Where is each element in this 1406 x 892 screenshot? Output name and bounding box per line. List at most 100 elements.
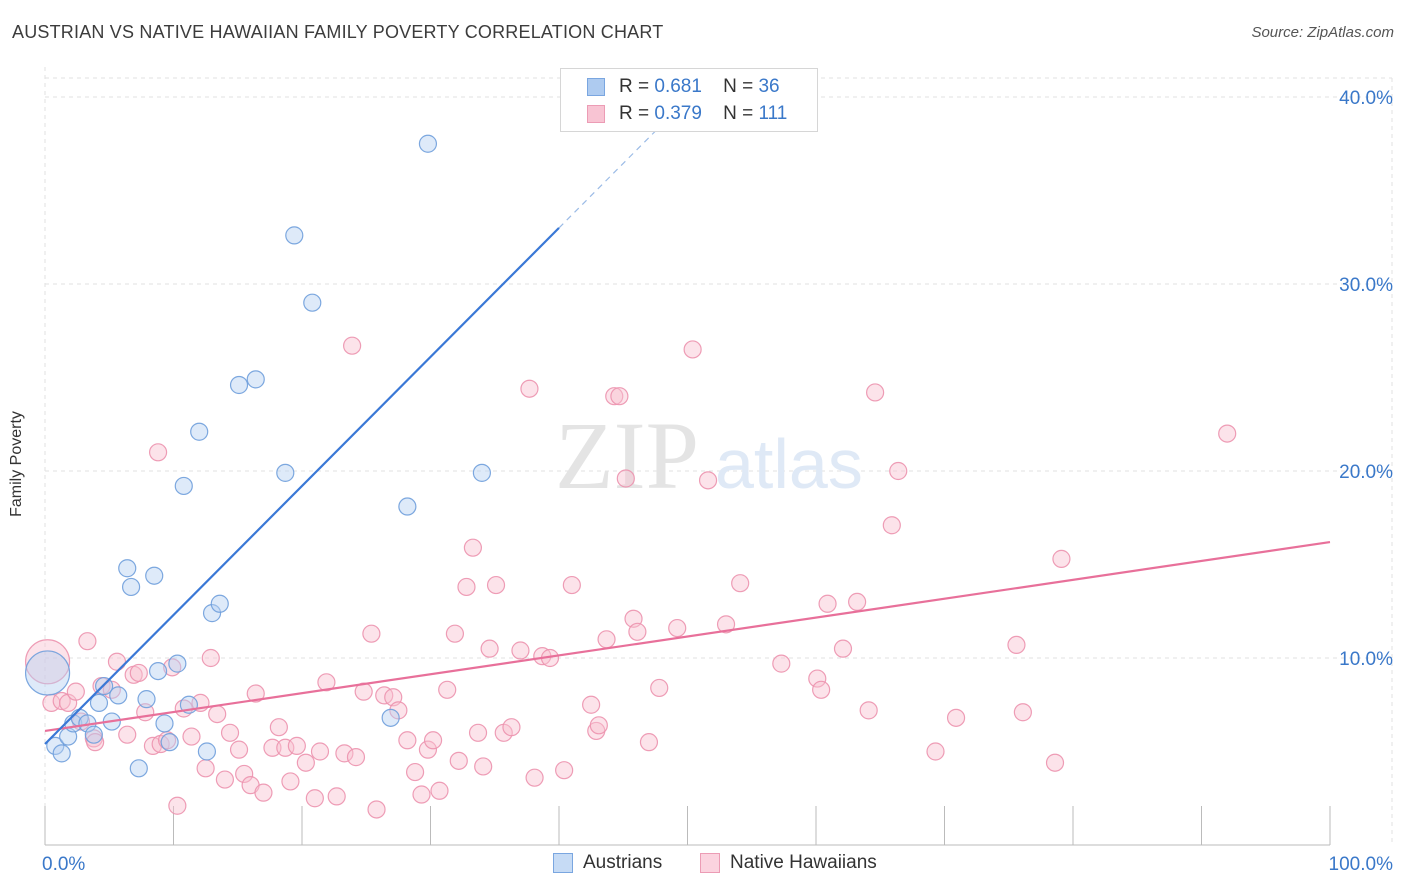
data-point (182, 727, 201, 746)
data-point (457, 577, 476, 597)
y-tick-label: 40.0% (1339, 88, 1393, 109)
data-point (254, 783, 273, 802)
data-point (196, 759, 215, 778)
y-tick-label: 20.0% (1339, 462, 1393, 483)
series-legend: Austrians Native Hawaiians (0, 852, 1406, 878)
x-tick-label-min: 0.0% (42, 854, 85, 875)
data-point (148, 661, 168, 681)
data-point (430, 781, 449, 800)
r-value: 0.379 (654, 103, 702, 124)
data-point (220, 723, 240, 742)
data-point (882, 516, 901, 535)
data-point (555, 761, 574, 780)
data-point (628, 622, 647, 641)
data-point (848, 592, 867, 612)
data-point (423, 731, 443, 750)
watermark-atlas: atlas (715, 425, 863, 503)
data-point (246, 370, 265, 389)
data-point (683, 340, 702, 359)
data-point (375, 686, 394, 705)
data-point (52, 691, 71, 711)
data-point (859, 701, 878, 720)
data-point (367, 800, 386, 819)
data-point (808, 669, 827, 688)
data-point (148, 443, 168, 462)
correlation-legend: R = 0.681 N = 36 R = 0.379 N = 111 (560, 68, 818, 132)
data-point (281, 772, 300, 791)
data-point (129, 663, 148, 683)
data-point (335, 744, 354, 763)
data-point (438, 680, 457, 699)
data-point (650, 678, 669, 698)
data-point (160, 733, 179, 752)
axes (44, 806, 1331, 846)
data-point (1052, 549, 1071, 568)
data-point (525, 768, 544, 787)
data-point (197, 742, 217, 761)
data-point (698, 471, 718, 490)
n-value: 111 (758, 103, 788, 124)
data-point (926, 742, 945, 761)
data-point (1218, 424, 1237, 443)
data-point (303, 293, 322, 312)
r-label: R = (619, 103, 650, 124)
data-point (269, 718, 288, 737)
data-point (445, 624, 465, 643)
austrians-legend-swatch (553, 853, 573, 873)
data-point (327, 787, 346, 806)
data-point (109, 686, 128, 705)
data-point (716, 615, 736, 634)
data-point (381, 708, 400, 727)
data-point (174, 476, 193, 496)
y-tick-label: 10.0% (1339, 649, 1393, 670)
data-point (129, 759, 148, 778)
r-value: 0.681 (654, 76, 702, 97)
data-point (812, 680, 831, 699)
data-point (343, 336, 362, 355)
data-point (502, 718, 521, 737)
data-point (610, 387, 629, 406)
watermark: ZIP atlas (555, 402, 863, 509)
data-point (317, 673, 336, 692)
austrians-trend-extension (558, 124, 663, 229)
x-tick-label-max: 100.0% (1329, 854, 1394, 875)
data-point (66, 682, 85, 701)
data-point (346, 748, 366, 767)
data-point (305, 789, 324, 808)
data-point (866, 383, 885, 402)
tick-labels: 10.0% 20.0% 30.0% 40.0% 0.0% 100.0% (42, 88, 1393, 875)
data-point (89, 693, 109, 712)
trend-lines (44, 124, 1331, 745)
data-point (1045, 753, 1065, 772)
n-value: 36 (758, 76, 780, 97)
data-point (616, 469, 635, 488)
data-point (474, 757, 493, 776)
data-point (1007, 635, 1026, 655)
data-point (412, 785, 431, 804)
data-point (52, 744, 71, 763)
data-point (772, 654, 791, 673)
data-point (168, 796, 187, 815)
chart-title: AUSTRIAN VS NATIVE HAWAIIAN FAMILY POVER… (12, 22, 664, 42)
native-hawaiians-points (24, 336, 1237, 819)
data-point (562, 575, 581, 595)
data-point (24, 650, 71, 696)
data-point (168, 654, 187, 673)
source-label: Source: ZipAtlas.com (1251, 24, 1394, 41)
data-point (486, 575, 506, 595)
data-point (276, 738, 295, 757)
data-point (818, 594, 837, 613)
data-point (215, 770, 234, 789)
data-point (287, 736, 306, 755)
data-point (229, 740, 249, 759)
data-point (511, 641, 530, 660)
data-point (668, 618, 687, 638)
data-point (201, 648, 220, 668)
data-point (889, 461, 908, 481)
data-point (398, 497, 417, 516)
r-label: R = (619, 76, 650, 97)
data-point (480, 639, 499, 658)
data-point (155, 714, 174, 733)
data-point (398, 731, 417, 750)
